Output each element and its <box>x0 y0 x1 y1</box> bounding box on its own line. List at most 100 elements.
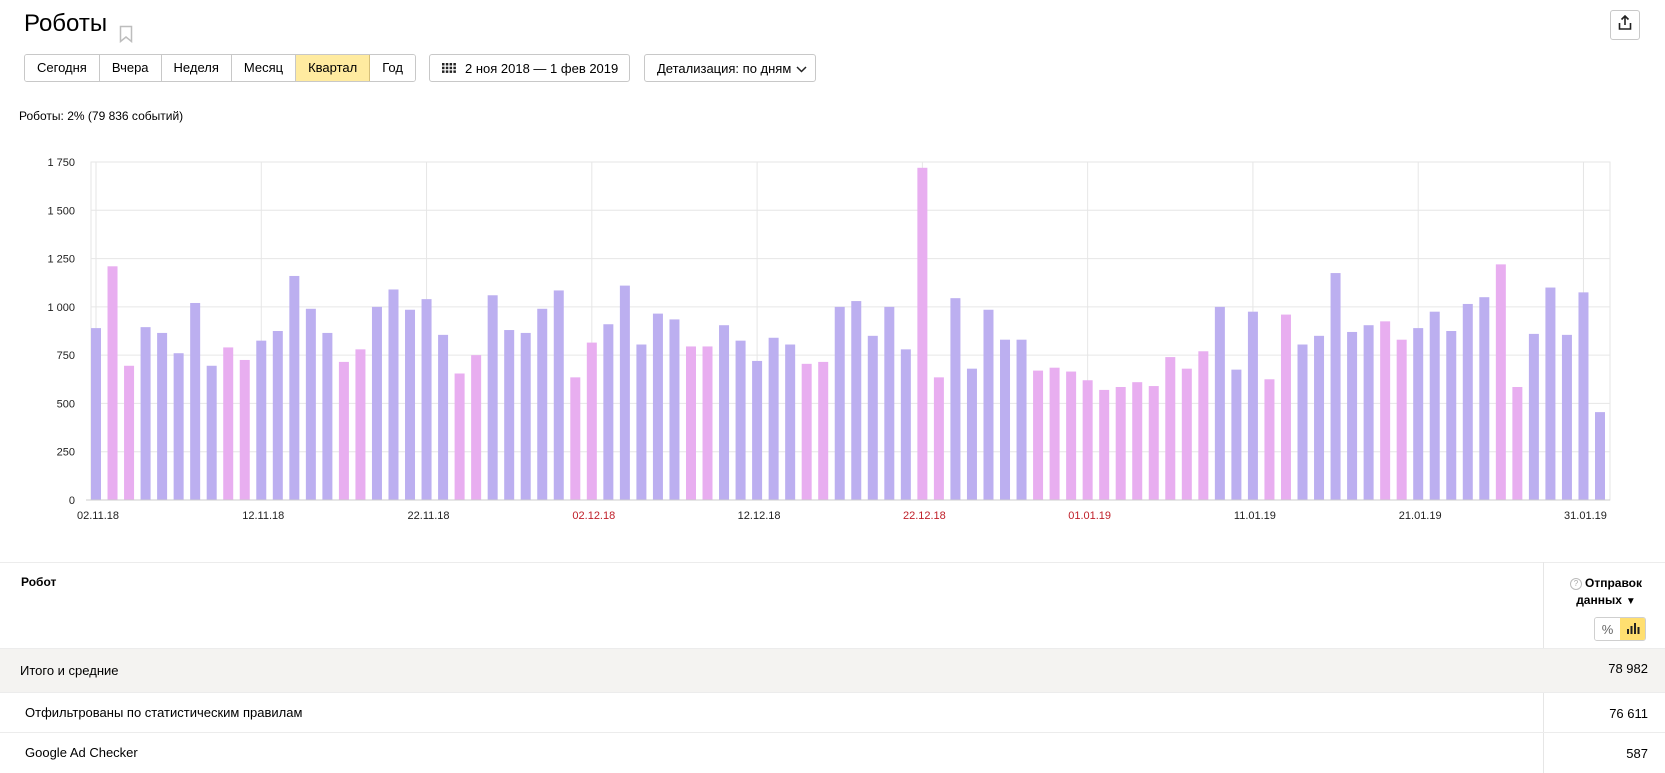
summary-text: Роботы: 2% (79 836 событий) <box>19 109 184 123</box>
bar <box>289 275 300 500</box>
bar <box>1363 325 1374 500</box>
bar <box>1115 387 1126 500</box>
table-header: Робот ? Отправок данных ▼ % <box>0 562 1665 648</box>
bar-chart-icon <box>1626 622 1640 637</box>
row-value: 76 611 <box>1609 706 1648 721</box>
bar <box>223 347 234 500</box>
bar <box>1380 321 1391 500</box>
bar <box>338 361 349 500</box>
bar-view-button[interactable] <box>1620 618 1645 640</box>
x-tick-label: 22.12.18 <box>903 510 946 522</box>
bookmark-icon[interactable] <box>119 18 133 44</box>
bar <box>1000 339 1011 500</box>
column-header-metric[interactable]: ? Отправок данных ▼ <box>1556 575 1656 610</box>
sort-desc-icon[interactable]: ▼ <box>1625 596 1636 607</box>
bar <box>1165 357 1176 500</box>
export-button[interactable] <box>1610 10 1640 40</box>
bar <box>1148 386 1159 500</box>
bar <box>322 332 333 500</box>
bar <box>652 313 663 500</box>
bar <box>1033 370 1044 500</box>
bar <box>719 325 730 500</box>
bar <box>752 360 763 500</box>
percent-view-button[interactable]: % <box>1595 618 1620 640</box>
bar <box>1132 382 1143 500</box>
bar <box>1247 311 1258 500</box>
bar <box>917 167 928 500</box>
bar <box>1528 333 1539 500</box>
bar <box>768 337 779 500</box>
table-row[interactable]: Google Ad Checker 587 <box>0 732 1665 773</box>
bar <box>636 344 647 500</box>
x-tick-label: 31.01.19 <box>1564 510 1607 522</box>
bar <box>1231 369 1242 500</box>
y-tick-label: 750 <box>57 350 75 362</box>
view-toggle: % <box>1594 617 1646 641</box>
bar <box>1512 387 1523 500</box>
period-year-button[interactable]: Год <box>370 55 415 81</box>
bar <box>1049 367 1060 500</box>
x-tick-label: 12.12.18 <box>738 510 781 522</box>
bar <box>157 332 168 500</box>
bar <box>801 363 812 500</box>
bar <box>818 361 829 500</box>
bar <box>471 355 482 500</box>
bar <box>355 349 366 500</box>
x-tick-label: 11.01.19 <box>1234 510 1276 522</box>
bar <box>570 377 581 500</box>
bar <box>438 334 449 500</box>
bar <box>685 346 696 500</box>
bar <box>91 328 101 500</box>
period-today-button[interactable]: Сегодня <box>25 55 100 81</box>
x-tick-label: 02.12.18 <box>572 510 615 522</box>
bar <box>1479 297 1490 500</box>
bar <box>190 302 201 500</box>
bar <box>1595 412 1605 500</box>
bar <box>371 306 382 500</box>
period-week-button[interactable]: Неделя <box>161 55 232 81</box>
date-range-picker[interactable]: 2 ноя 2018 — 1 фев 2019 <box>429 54 630 82</box>
bar <box>1314 335 1325 500</box>
bar <box>983 309 994 500</box>
x-tick-label: 12.11.18 <box>242 510 284 522</box>
bar <box>239 359 250 500</box>
bar <box>1016 339 1027 500</box>
help-icon[interactable]: ? <box>1569 578 1582 590</box>
bar <box>586 342 597 500</box>
bar <box>487 295 498 500</box>
column-header-metric-label: Отправок данных <box>1576 576 1643 607</box>
row-value: 78 982 <box>1608 661 1648 676</box>
bar <box>1446 331 1457 500</box>
column-header-robot[interactable]: Робот <box>21 575 57 589</box>
bar <box>1462 303 1473 500</box>
x-tick-label: 02.11.18 <box>77 510 119 522</box>
bar <box>173 353 184 500</box>
period-quarter-button[interactable]: Квартал <box>296 55 371 81</box>
bar <box>933 377 944 500</box>
bar <box>1082 380 1093 500</box>
bar <box>520 332 531 500</box>
y-tick-label: 1 750 <box>47 157 75 169</box>
bar <box>504 330 515 500</box>
bar <box>388 289 399 500</box>
table-row-total[interactable]: Итого и средние 78 982 <box>0 648 1665 692</box>
period-month-button[interactable]: Месяц <box>231 55 297 81</box>
y-tick-label: 1 000 <box>47 302 75 314</box>
table-row[interactable]: Отфильтрованы по статистическим правилам… <box>0 692 1665 732</box>
bar <box>1429 311 1440 500</box>
bar <box>305 308 316 500</box>
period-yesterday-button[interactable]: Вчера <box>99 55 162 81</box>
bar <box>1198 351 1209 500</box>
bar <box>1578 292 1589 500</box>
detail-select[interactable]: Детализация: по дням <box>644 54 816 82</box>
row-value: 587 <box>1626 746 1648 761</box>
page-title: Роботы <box>24 10 108 37</box>
bar <box>950 298 961 500</box>
y-tick-label: 1 500 <box>47 205 75 217</box>
export-icon <box>1617 14 1633 36</box>
bar <box>1495 264 1506 500</box>
bar <box>735 340 746 500</box>
bar <box>1214 306 1225 500</box>
y-tick-label: 0 <box>69 495 75 507</box>
y-tick-label: 500 <box>57 398 75 410</box>
